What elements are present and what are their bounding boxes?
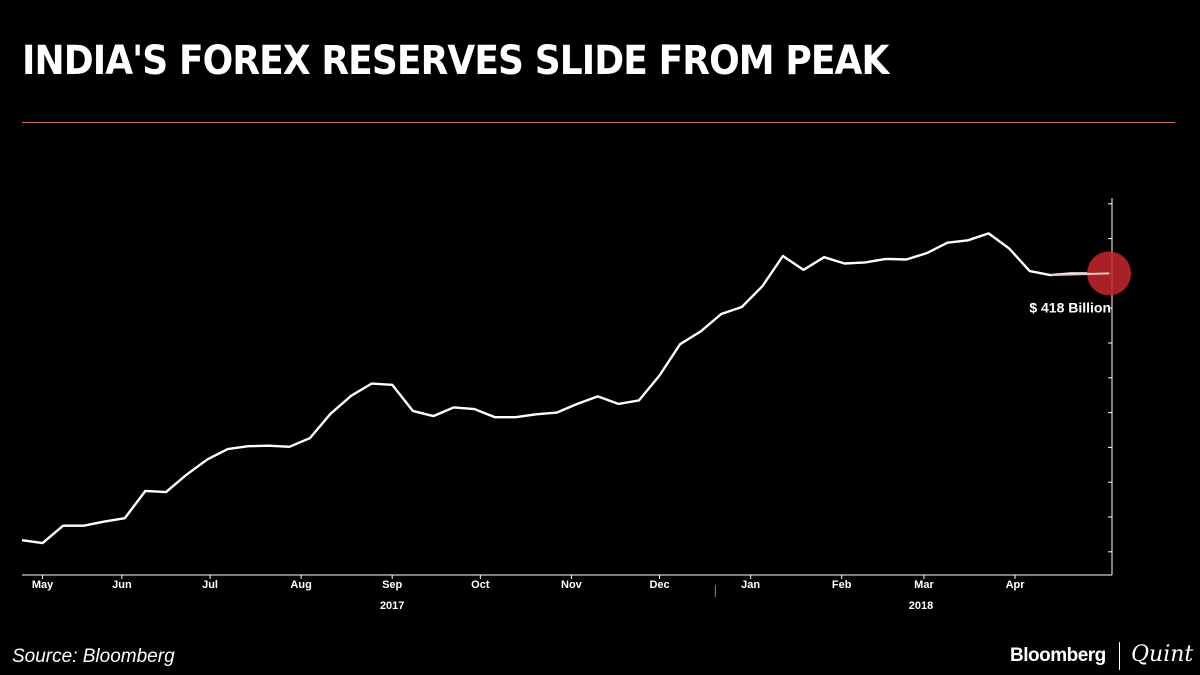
x-tick-label-oct: Oct	[471, 579, 490, 591]
x-axis-ticks	[42, 575, 1016, 597]
brand-separator	[1119, 642, 1120, 670]
x-tick-label-jan: Jan	[741, 579, 760, 591]
x-tick-label-jul: Jul	[202, 579, 218, 591]
highlight-line-segment	[1050, 272, 1110, 277]
brand-quint: Quint	[1131, 642, 1194, 667]
x-axis: May Jun Jul Aug Sep Oct Nov Dec Jan Feb Mar Apr 201…	[22, 574, 1112, 612]
x-tick-label-jun: Jun	[112, 579, 132, 591]
brand-bloomberg: Bloomberg	[1010, 645, 1106, 666]
year-label-2018: 2018	[909, 600, 933, 612]
x-tick-label-dec: Dec	[649, 579, 669, 591]
x-axis-month-labels: May Jun Jul Aug Sep Oct Nov Dec Jan Feb Mar Apr	[32, 579, 1025, 591]
title-divider	[22, 122, 1175, 123]
year-label-2017: 2017	[380, 600, 404, 612]
highlight-marker: $ 418 Billion	[1029, 251, 1132, 315]
x-tick-label-mar: Mar	[914, 579, 934, 591]
x-tick-label-apr: Apr	[1006, 579, 1026, 591]
chart-title: INDIA'S FOREX RESERVES SLIDE FROM PEAK	[22, 38, 889, 84]
x-tick-label-aug: Aug	[290, 579, 311, 591]
highlight-value-label: $ 418 Billion	[1029, 299, 1111, 315]
x-axis-year-labels: 2017 2018	[380, 600, 933, 612]
x-tick-label-may: May	[32, 579, 54, 591]
x-tick-label-sep: Sep	[382, 579, 402, 591]
chart: May Jun Jul Aug Sep Oct Nov Dec Jan Feb Mar Apr 201…	[21, 198, 1132, 612]
x-tick-label-feb: Feb	[832, 579, 852, 591]
x-tick-label-nov: Nov	[561, 579, 583, 591]
source-note: Source: Bloomberg	[12, 646, 175, 667]
forex-reserves-line	[21, 232, 1092, 545]
